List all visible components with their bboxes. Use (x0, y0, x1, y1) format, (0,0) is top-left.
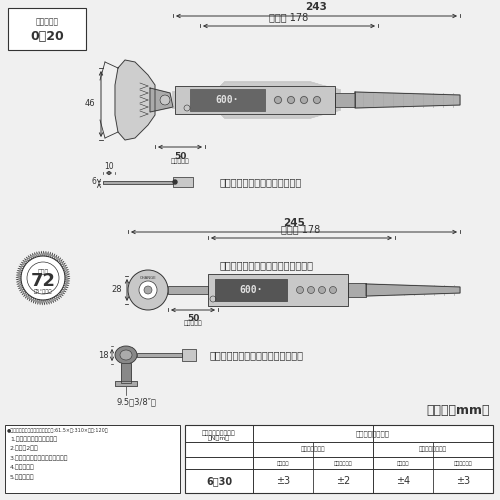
Bar (121, 363, 131, 383)
Circle shape (300, 96, 308, 103)
Bar (137, 353, 182, 357)
Bar (115, 381, 137, 386)
Text: ±2: ±2 (336, 476, 350, 486)
Text: モンキ形: モンキ形 (397, 460, 409, 466)
Bar (175, 86, 335, 114)
Bar (175, 86, 335, 114)
Circle shape (308, 286, 314, 294)
Bar (137, 353, 182, 357)
Text: 3.バッテリーカバー用ドライバー: 3.バッテリーカバー用ドライバー (10, 455, 68, 460)
Text: 46: 46 (84, 100, 95, 108)
Bar (348, 283, 366, 297)
Text: 50: 50 (174, 152, 186, 161)
Text: 600·: 600· (215, 95, 239, 105)
Bar (173, 177, 193, 187)
Text: 2.電池（2本）: 2.電池（2本） (10, 446, 39, 451)
Text: 28: 28 (112, 286, 122, 294)
Text: ●セット内容（専用ケース付　高さ:61.5×幅:310×奥行:120）: ●セット内容（専用ケース付 高さ:61.5×幅:310×奥行:120） (7, 428, 108, 433)
Circle shape (288, 96, 294, 103)
Bar (103, 180, 173, 184)
Text: ±3: ±3 (276, 476, 290, 486)
Text: 口開き寸法: 口開き寸法 (36, 18, 59, 26)
Circle shape (330, 286, 336, 294)
Bar (335, 93, 355, 107)
Text: ラチェット形トルクヘッドセット時: ラチェット形トルクヘッドセット時 (220, 260, 314, 270)
Text: 1.本品（トルクハンドル）: 1.本品（トルクハンドル） (10, 436, 57, 442)
Text: 245: 245 (283, 218, 305, 228)
Text: 頭部有効長: 頭部有効長 (170, 158, 190, 164)
Polygon shape (150, 88, 173, 112)
Text: 243: 243 (305, 2, 327, 12)
Bar (168, 286, 208, 294)
Polygon shape (173, 82, 340, 118)
Text: 反時計回り（左）: 反時計回り（左） (419, 446, 447, 452)
Text: 6～30: 6～30 (206, 476, 232, 486)
Bar (335, 93, 355, 107)
Text: モンキ形: モンキ形 (277, 460, 289, 466)
Bar (182, 349, 196, 361)
Text: トルク精度（％）: トルク精度（％） (356, 430, 390, 437)
Circle shape (21, 256, 65, 300)
Polygon shape (355, 92, 460, 108)
Polygon shape (366, 284, 460, 296)
Text: ラチェット形: ラチェット形 (454, 460, 472, 466)
Circle shape (144, 286, 152, 294)
Circle shape (274, 96, 281, 103)
Bar (215, 279, 287, 301)
Text: 【単位：mm】: 【単位：mm】 (426, 404, 490, 416)
Bar (8, 8, 86, 50)
Text: CHANGE: CHANGE (140, 276, 156, 280)
Circle shape (314, 96, 320, 103)
Bar (185, 425, 493, 493)
Text: 10: 10 (104, 162, 114, 171)
Text: 50: 50 (187, 314, 199, 323)
Text: 有効長 178: 有効長 178 (270, 12, 308, 22)
Bar (168, 286, 208, 294)
Bar (173, 177, 193, 187)
Circle shape (128, 270, 168, 310)
Circle shape (139, 281, 157, 299)
Bar (208, 274, 348, 306)
Text: （5°送り）: （5°送り） (34, 288, 52, 294)
Text: 4.校正証明書: 4.校正証明書 (10, 464, 35, 470)
Bar (182, 349, 196, 361)
Text: 5.取扱説明書: 5.取扱説明書 (10, 474, 34, 480)
Bar (348, 283, 366, 297)
Text: 18: 18 (98, 350, 109, 360)
Circle shape (27, 262, 59, 294)
Text: 0～20: 0～20 (30, 30, 64, 43)
Text: ±3: ±3 (456, 476, 470, 486)
Bar (190, 89, 265, 111)
Text: 頭部有効長: 頭部有効長 (184, 320, 203, 326)
Bar (5, 425, 180, 493)
Text: 6: 6 (91, 178, 96, 186)
Text: 600·: 600· (240, 285, 263, 295)
Text: モンキ形トルクヘッドセット時: モンキ形トルクヘッドセット時 (220, 177, 302, 187)
Text: ギア数: ギア数 (38, 269, 48, 275)
Circle shape (318, 286, 326, 294)
Text: 72: 72 (30, 272, 56, 290)
Text: ラチェット形トルクヘッドセット時: ラチェット形トルクヘッドセット時 (210, 350, 304, 360)
Text: トルク精度保証範囲: トルク精度保証範囲 (202, 430, 236, 436)
Bar (103, 180, 173, 184)
Text: 時計回り（右）: 時計回り（右） (301, 446, 325, 452)
Polygon shape (115, 60, 155, 140)
Bar (115, 381, 137, 386)
Bar (208, 274, 348, 306)
Text: （N・m）: （N・m） (208, 436, 230, 442)
Ellipse shape (120, 350, 132, 360)
Ellipse shape (115, 346, 137, 364)
Text: 有効長 178: 有効長 178 (282, 224, 321, 234)
Text: ラチェット形: ラチェット形 (334, 460, 352, 466)
Circle shape (296, 286, 304, 294)
Circle shape (173, 180, 177, 184)
Text: 9.5（3/8″）: 9.5（3/8″） (116, 397, 156, 406)
Text: ±4: ±4 (396, 476, 410, 486)
Bar (121, 363, 131, 383)
Circle shape (160, 95, 170, 105)
